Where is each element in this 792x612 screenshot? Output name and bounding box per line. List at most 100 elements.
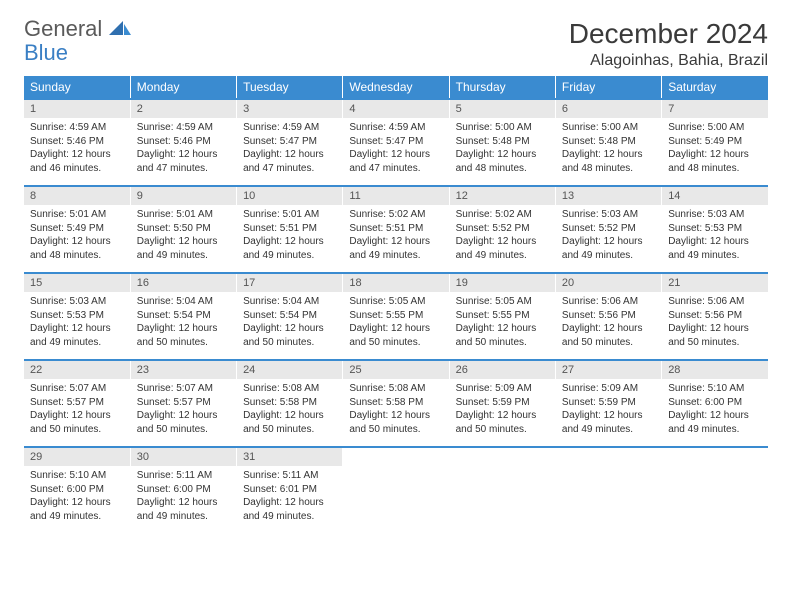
day1-text: Daylight: 12 hours	[349, 235, 442, 249]
day2-text: and 50 minutes.	[456, 336, 549, 350]
weekday-header-row: Sunday Monday Tuesday Wednesday Thursday…	[24, 76, 768, 99]
sunrise-text: Sunrise: 5:10 AM	[668, 382, 762, 396]
day1-text: Daylight: 12 hours	[137, 409, 230, 423]
day1-text: Daylight: 12 hours	[456, 235, 549, 249]
day1-text: Daylight: 12 hours	[137, 235, 230, 249]
day-number-cell: 23	[130, 360, 236, 379]
weekday-header: Tuesday	[237, 76, 343, 99]
sunset-text: Sunset: 5:49 PM	[668, 135, 762, 149]
sunrise-text: Sunrise: 5:04 AM	[137, 295, 230, 309]
calendar-body: 1234567Sunrise: 4:59 AMSunset: 5:46 PMDa…	[24, 99, 768, 533]
day-number-row: 1234567	[24, 99, 768, 118]
day2-text: and 48 minutes.	[30, 249, 124, 263]
day-content-cell: Sunrise: 5:00 AMSunset: 5:48 PMDaylight:…	[449, 118, 555, 186]
sunrise-text: Sunrise: 5:06 AM	[668, 295, 762, 309]
sunset-text: Sunset: 5:57 PM	[30, 396, 124, 410]
day-number-cell: 11	[343, 186, 449, 205]
sunset-text: Sunset: 6:00 PM	[30, 483, 124, 497]
sunrise-text: Sunrise: 5:01 AM	[243, 208, 336, 222]
sunrise-text: Sunrise: 5:01 AM	[30, 208, 124, 222]
day-number-cell: 7	[662, 99, 768, 118]
day2-text: and 50 minutes.	[243, 336, 336, 350]
day2-text: and 47 minutes.	[137, 162, 230, 176]
sunset-text: Sunset: 5:51 PM	[349, 222, 442, 236]
sunrise-text: Sunrise: 4:59 AM	[243, 121, 336, 135]
logo-text-block: General Blue	[24, 18, 131, 65]
day-content-cell: Sunrise: 5:08 AMSunset: 5:58 PMDaylight:…	[237, 379, 343, 447]
brand-word1: General	[24, 16, 102, 41]
sunset-text: Sunset: 5:55 PM	[456, 309, 549, 323]
weekday-header: Friday	[555, 76, 661, 99]
weekday-header: Saturday	[662, 76, 768, 99]
sunrise-text: Sunrise: 5:05 AM	[456, 295, 549, 309]
day-content-cell: Sunrise: 4:59 AMSunset: 5:47 PMDaylight:…	[343, 118, 449, 186]
day-number-cell: 14	[662, 186, 768, 205]
day-number-cell: 13	[555, 186, 661, 205]
sunrise-text: Sunrise: 5:11 AM	[137, 469, 230, 483]
day-number-row: 891011121314	[24, 186, 768, 205]
day-content-cell: Sunrise: 5:01 AMSunset: 5:49 PMDaylight:…	[24, 205, 130, 273]
day2-text: and 49 minutes.	[349, 249, 442, 263]
calendar-page: General Blue December 2024 Alagoinhas, B…	[0, 0, 792, 543]
day-number-cell: 15	[24, 273, 130, 292]
sunrise-text: Sunrise: 5:03 AM	[30, 295, 124, 309]
day-number-cell: 26	[449, 360, 555, 379]
day-number-cell: 29	[24, 447, 130, 466]
day-content-cell: Sunrise: 5:02 AMSunset: 5:52 PMDaylight:…	[449, 205, 555, 273]
day-content-cell: Sunrise: 5:01 AMSunset: 5:51 PMDaylight:…	[237, 205, 343, 273]
day-content-cell: Sunrise: 5:10 AMSunset: 6:00 PMDaylight:…	[24, 466, 130, 533]
sunrise-text: Sunrise: 5:02 AM	[349, 208, 442, 222]
weekday-header: Wednesday	[343, 76, 449, 99]
day2-text: and 50 minutes.	[137, 423, 230, 437]
day2-text: and 48 minutes.	[562, 162, 655, 176]
day-content-cell	[343, 466, 449, 533]
day-number-cell: 4	[343, 99, 449, 118]
day2-text: and 49 minutes.	[456, 249, 549, 263]
sunrise-text: Sunrise: 5:09 AM	[456, 382, 549, 396]
day1-text: Daylight: 12 hours	[562, 148, 655, 162]
day2-text: and 50 minutes.	[243, 423, 336, 437]
day1-text: Daylight: 12 hours	[668, 148, 762, 162]
sunrise-text: Sunrise: 5:02 AM	[456, 208, 549, 222]
day1-text: Daylight: 12 hours	[137, 148, 230, 162]
day1-text: Daylight: 12 hours	[137, 496, 230, 510]
day-content-cell: Sunrise: 5:04 AMSunset: 5:54 PMDaylight:…	[237, 292, 343, 360]
sunset-text: Sunset: 5:59 PM	[456, 396, 549, 410]
day-content-cell: Sunrise: 5:03 AMSunset: 5:53 PMDaylight:…	[662, 205, 768, 273]
day-content-cell: Sunrise: 5:00 AMSunset: 5:49 PMDaylight:…	[662, 118, 768, 186]
day2-text: and 50 minutes.	[456, 423, 549, 437]
sunset-text: Sunset: 6:01 PM	[243, 483, 336, 497]
day-content-cell: Sunrise: 5:11 AMSunset: 6:01 PMDaylight:…	[237, 466, 343, 533]
day-number-cell: 31	[237, 447, 343, 466]
day-number-cell	[662, 447, 768, 466]
day-content-cell	[449, 466, 555, 533]
day-number-cell: 2	[130, 99, 236, 118]
sunrise-text: Sunrise: 5:00 AM	[668, 121, 762, 135]
day1-text: Daylight: 12 hours	[349, 148, 442, 162]
brand-word2: Blue	[24, 40, 68, 65]
location: Alagoinhas, Bahia, Brazil	[569, 52, 768, 70]
day1-text: Daylight: 12 hours	[243, 235, 336, 249]
sunrise-text: Sunrise: 4:59 AM	[30, 121, 124, 135]
day-content-cell: Sunrise: 4:59 AMSunset: 5:46 PMDaylight:…	[130, 118, 236, 186]
sunrise-text: Sunrise: 5:05 AM	[349, 295, 442, 309]
month-title: December 2024	[569, 18, 768, 50]
day2-text: and 50 minutes.	[562, 336, 655, 350]
sunset-text: Sunset: 5:56 PM	[668, 309, 762, 323]
day1-text: Daylight: 12 hours	[243, 409, 336, 423]
day-number-cell: 12	[449, 186, 555, 205]
day-content-cell: Sunrise: 5:06 AMSunset: 5:56 PMDaylight:…	[662, 292, 768, 360]
day-content-row: Sunrise: 5:10 AMSunset: 6:00 PMDaylight:…	[24, 466, 768, 533]
sunset-text: Sunset: 5:55 PM	[349, 309, 442, 323]
sunrise-text: Sunrise: 5:08 AM	[349, 382, 442, 396]
day-number-cell: 6	[555, 99, 661, 118]
day2-text: and 47 minutes.	[243, 162, 336, 176]
sail-icon	[109, 21, 131, 42]
day-number-cell: 28	[662, 360, 768, 379]
day-number-row: 15161718192021	[24, 273, 768, 292]
day-number-cell: 9	[130, 186, 236, 205]
day-content-cell: Sunrise: 5:05 AMSunset: 5:55 PMDaylight:…	[449, 292, 555, 360]
day1-text: Daylight: 12 hours	[562, 322, 655, 336]
day1-text: Daylight: 12 hours	[243, 148, 336, 162]
day2-text: and 49 minutes.	[668, 423, 762, 437]
